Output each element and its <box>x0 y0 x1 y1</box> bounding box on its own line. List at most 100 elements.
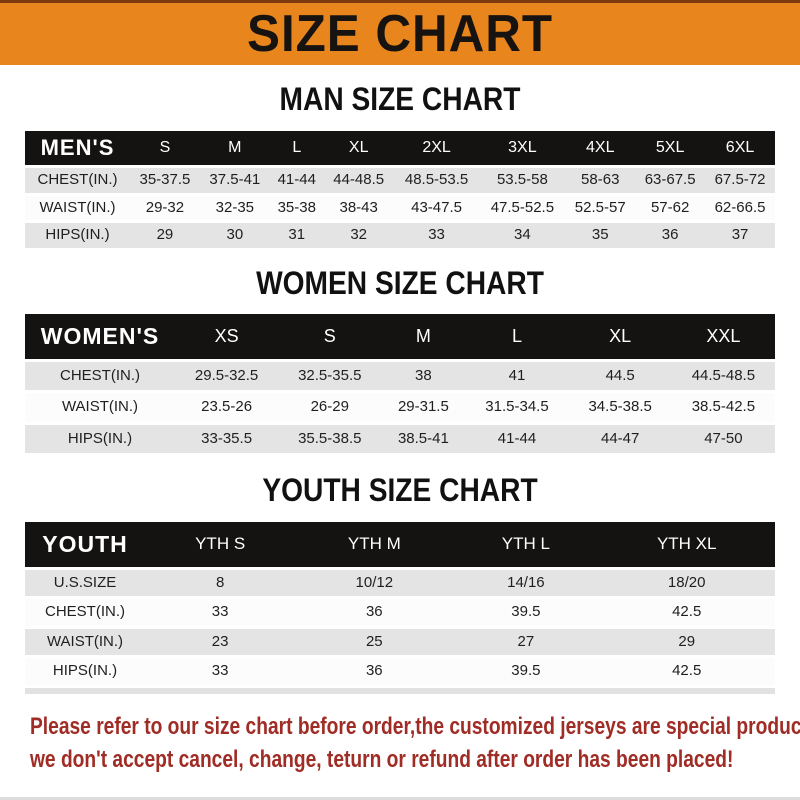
size-column-header: S <box>130 131 200 166</box>
size-value: 36 <box>295 658 454 685</box>
size-value: 38 <box>381 361 466 391</box>
size-value: 35 <box>565 223 636 248</box>
size-value: 67.5-72 <box>705 168 775 193</box>
size-value: 38.5-41 <box>381 424 466 454</box>
size-column-header: YTH S <box>145 521 296 567</box>
size-value: 37 <box>705 223 775 248</box>
size-column-header: YTH XL <box>598 521 775 567</box>
women-section-heading: WOMEN SIZE CHART <box>256 264 544 301</box>
size-value: 41 <box>465 361 569 391</box>
measurement-row: WAIST(IN.) 29-32 32-35 35-38 38-43 43-47.5 47.… <box>25 195 775 221</box>
size-value: 8 <box>145 569 296 597</box>
size-value: 27 <box>453 628 599 656</box>
men-size-table: MEN'S S M L XL 2XL 3XL 4XL 5XL 6XL CHEST(IN.) 35-37… <box>25 128 775 251</box>
size-value: 43-47.5 <box>393 195 480 221</box>
size-value: 29.5-32.5 <box>175 361 279 391</box>
measurement-label: WAIST(IN.) <box>25 393 175 422</box>
footer-note: Please refer to our size chart before or… <box>30 710 800 776</box>
size-value: 58-63 <box>565 168 636 193</box>
banner: SIZE CHART <box>0 0 800 65</box>
size-column-header: 6XL <box>705 131 775 166</box>
footer-note-line1: Please refer to our size chart before or… <box>30 712 800 740</box>
size-value: 18/20 <box>598 569 775 597</box>
size-column-header: XL <box>568 313 672 359</box>
size-value: 39.5 <box>453 599 599 626</box>
size-value: 41-44 <box>269 168 324 193</box>
size-column-header: 4XL <box>565 131 636 166</box>
measurement-row: HIPS(IN.) 29 30 31 32 33 34 35 36 37 <box>25 223 775 248</box>
size-value: 36 <box>635 223 706 248</box>
size-value: 29-32 <box>130 195 200 221</box>
size-value: 23.5-26 <box>175 393 279 422</box>
measurement-row: HIPS(IN.) 33 36 39.5 42.5 <box>25 658 775 685</box>
measurement-label: HIPS(IN.) <box>25 424 175 454</box>
size-value: 26-29 <box>278 393 382 422</box>
size-table-body: CHEST(IN.) 29.5-32.5 32.5-35.5 38 41 44.5 44.5… <box>25 361 775 454</box>
measurement-label: HIPS(IN.) <box>25 658 145 685</box>
size-value: 39.5 <box>453 658 599 685</box>
table-category-label: YOUTH <box>25 521 145 567</box>
size-table-head: WOMEN'S XS S M L XL XXL <box>25 313 775 359</box>
size-table-head: YOUTH YTH S YTH M YTH L YTH XL <box>25 521 775 567</box>
size-table-body: CHEST(IN.) 35-37.5 37.5-41 41-44 44-48.5 48.5… <box>25 168 775 248</box>
measurement-row: WAIST(IN.) 23.5-26 26-29 29-31.5 31.5-34.5 34… <box>25 393 775 422</box>
measurement-label: HIPS(IN.) <box>25 223 130 248</box>
size-value: 57-62 <box>635 195 706 221</box>
size-column-header: M <box>381 313 466 359</box>
size-column-header: 5XL <box>635 131 706 166</box>
size-column-header: M <box>199 131 270 166</box>
measurement-label: CHEST(IN.) <box>25 168 130 193</box>
size-value: 37.5-41 <box>199 168 270 193</box>
size-table: MEN'S S M L XL 2XL 3XL 4XL 5XL 6XL CHEST(IN.) 35-37… <box>25 128 775 251</box>
size-value: 44.5-48.5 <box>671 361 775 391</box>
size-table-body: U.S.SIZE 8 10/12 14/16 18/20 CHEST(IN.) 33 36 39… <box>25 569 775 685</box>
size-value: 23 <box>145 628 296 656</box>
size-column-header: YTH M <box>295 521 454 567</box>
size-column-header: L <box>465 313 569 359</box>
size-value: 34.5-38.5 <box>568 393 672 422</box>
size-value: 41-44 <box>465 424 569 454</box>
size-value: 25 <box>295 628 454 656</box>
table-category-label: WOMEN'S <box>25 313 175 359</box>
size-column-header: XXL <box>671 313 775 359</box>
size-value: 44-47 <box>568 424 672 454</box>
men-section-heading: MAN SIZE CHART <box>279 81 521 117</box>
women-size-table: WOMEN'S XS S M L XL XXL CHEST(IN.) 29.5-32.5 32.5… <box>25 311 775 457</box>
size-value: 33 <box>145 658 296 685</box>
size-value: 31.5-34.5 <box>465 393 569 422</box>
banner-title: SIZE CHART <box>247 5 553 63</box>
size-value: 34 <box>479 223 566 248</box>
measurement-label: WAIST(IN.) <box>25 628 145 656</box>
size-table: WOMEN'S XS S M L XL XXL CHEST(IN.) 29.5-32.5 32.5… <box>25 311 775 457</box>
size-value: 48.5-53.5 <box>393 168 480 193</box>
size-value: 35.5-38.5 <box>278 424 382 454</box>
size-header-row: MEN'S S M L XL 2XL 3XL 4XL 5XL 6XL <box>25 131 775 166</box>
youth-size-section: YOUTH SIZE CHART YOUTH YTH S YTH M YTH L YTH… <box>0 472 800 694</box>
table-category-label: MEN'S <box>25 131 130 166</box>
size-column-header: 3XL <box>479 131 566 166</box>
measurement-row: CHEST(IN.) 29.5-32.5 32.5-35.5 38 41 44.5 44.5… <box>25 361 775 391</box>
size-value: 32-35 <box>199 195 270 221</box>
size-value: 10/12 <box>295 569 454 597</box>
measurement-label: WAIST(IN.) <box>25 195 130 221</box>
size-value: 44-48.5 <box>323 168 394 193</box>
size-value: 29-31.5 <box>381 393 466 422</box>
size-value: 33-35.5 <box>175 424 279 454</box>
measurement-row: U.S.SIZE 8 10/12 14/16 18/20 <box>25 569 775 597</box>
size-value: 35-37.5 <box>130 168 200 193</box>
measurement-label: CHEST(IN.) <box>25 599 145 626</box>
size-header-row: YOUTH YTH S YTH M YTH L YTH XL <box>25 521 775 567</box>
size-column-header: S <box>278 313 382 359</box>
size-value: 33 <box>145 599 296 626</box>
size-value: 36 <box>295 599 454 626</box>
size-value: 33 <box>393 223 480 248</box>
size-value: 42.5 <box>598 599 775 626</box>
youth-section-heading: YOUTH SIZE CHART <box>262 472 538 509</box>
size-value: 32.5-35.5 <box>278 361 382 391</box>
size-value: 38.5-42.5 <box>671 393 775 422</box>
size-value: 42.5 <box>598 658 775 685</box>
size-value: 52.5-57 <box>565 195 636 221</box>
size-header-row: WOMEN'S XS S M L XL XXL <box>25 313 775 359</box>
size-value: 29 <box>130 223 200 248</box>
measurement-row: CHEST(IN.) 33 36 39.5 42.5 <box>25 599 775 626</box>
